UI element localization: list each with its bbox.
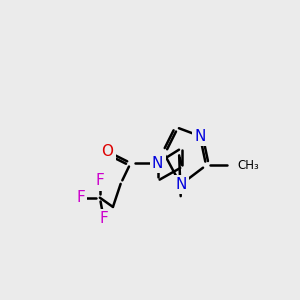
Text: O: O <box>101 144 113 159</box>
Text: N: N <box>175 177 186 192</box>
Text: N: N <box>194 129 206 144</box>
Text: F: F <box>95 173 104 188</box>
Text: CH₃: CH₃ <box>237 159 259 172</box>
Text: F: F <box>76 190 85 205</box>
Text: N: N <box>152 155 163 170</box>
Text: F: F <box>99 211 108 226</box>
